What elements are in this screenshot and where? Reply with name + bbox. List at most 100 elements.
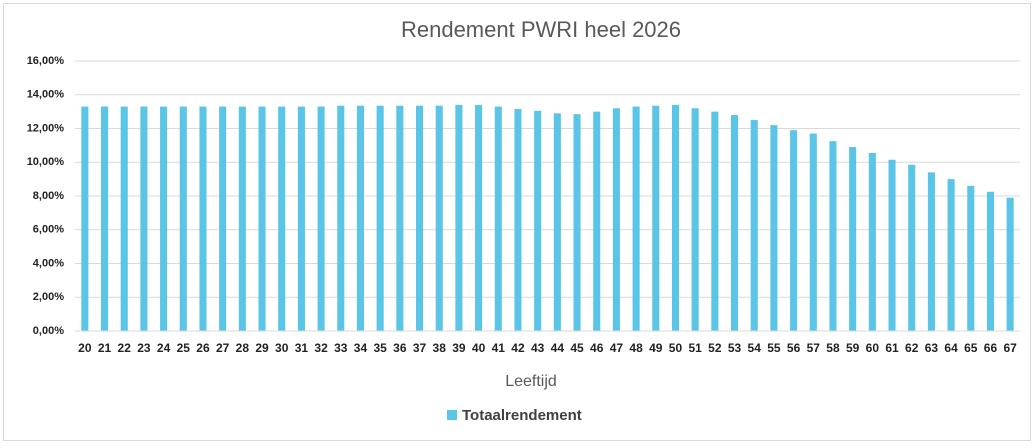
y-tick-label: 2,00%: [33, 291, 64, 303]
bar: [494, 106, 502, 331]
bar: [671, 104, 680, 331]
bar: [219, 106, 227, 331]
x-tick-label: 27: [216, 341, 230, 355]
bar: [278, 106, 286, 331]
x-tick-label: 64: [944, 341, 958, 355]
x-tick-label: 20: [78, 341, 92, 355]
y-tick-label: 10,00%: [27, 156, 65, 168]
x-tick-label: 47: [610, 341, 624, 355]
x-tick-label: 41: [492, 341, 506, 355]
bar: [534, 110, 542, 331]
bar: [415, 105, 424, 331]
y-tick-label: 12,00%: [27, 122, 65, 134]
x-tick-label: 62: [905, 341, 919, 355]
x-tick-label: 54: [748, 341, 762, 355]
x-tick-label: 53: [728, 341, 742, 355]
bar: [81, 106, 89, 331]
bar: [770, 125, 778, 331]
y-tick-label: 0,00%: [33, 325, 64, 337]
x-tick-label: 63: [925, 341, 939, 355]
bar: [790, 130, 798, 331]
bar: [573, 114, 581, 331]
bar: [593, 111, 601, 331]
x-axis-label: Leeftijd: [505, 373, 557, 390]
bar: [475, 104, 483, 331]
y-tick-label: 6,00%: [33, 224, 64, 236]
x-tick-label: 50: [669, 341, 683, 355]
x-tick-label: 52: [708, 341, 722, 355]
bar: [986, 191, 995, 331]
bar: [160, 106, 168, 331]
bar: [849, 147, 857, 331]
bar: [120, 106, 128, 331]
bar: [691, 108, 699, 331]
legend-label: Totaalrendement: [462, 407, 582, 424]
y-tick-label: 16,00%: [27, 55, 65, 67]
bar: [317, 106, 325, 331]
x-tick-label: 25: [177, 341, 191, 355]
x-tick-label: 66: [984, 341, 998, 355]
bar: [927, 172, 935, 331]
x-tick-label: 29: [255, 341, 269, 355]
bar: [356, 105, 365, 331]
bar: [100, 106, 109, 331]
bar: [553, 113, 561, 331]
x-tick-label: 35: [373, 341, 387, 355]
x-tick-label: 30: [275, 341, 289, 355]
x-tick-label: 57: [807, 341, 821, 355]
bar: [199, 106, 207, 331]
x-tick-label: 56: [787, 341, 801, 355]
x-tick-label: 36: [393, 341, 407, 355]
x-tick-label: 59: [846, 341, 860, 355]
bar: [514, 109, 522, 331]
x-tick-label: 65: [964, 341, 978, 355]
bar: [947, 179, 955, 331]
x-tick-label: 61: [885, 341, 899, 355]
bar: [632, 106, 640, 331]
x-tick-label: 24: [157, 341, 171, 355]
x-tick-label: 34: [354, 341, 368, 355]
bar: [337, 105, 345, 331]
x-tick-label: 42: [511, 341, 525, 355]
bar: [908, 164, 916, 331]
x-tick-label: 40: [472, 341, 486, 355]
x-tick-label: 55: [767, 341, 781, 355]
x-tick-label: 33: [334, 341, 348, 355]
bar: [750, 120, 758, 331]
x-tick-label: 23: [137, 341, 151, 355]
bar: [435, 105, 443, 331]
x-tick-label: 28: [236, 341, 250, 355]
bar: [140, 106, 148, 331]
bar: [809, 133, 817, 331]
x-tick-label: 32: [314, 341, 328, 355]
x-tick-label: 31: [295, 341, 309, 355]
bar: [612, 108, 620, 331]
x-tick-label: 39: [452, 341, 466, 355]
bar: [455, 104, 463, 331]
x-tick-label: 48: [629, 341, 643, 355]
x-tick-label: 38: [433, 341, 447, 355]
bar: [888, 159, 896, 331]
bar: [179, 106, 187, 331]
y-tick-label: 4,00%: [33, 257, 64, 269]
x-tick-label: 49: [649, 341, 663, 355]
x-tick-label: 46: [590, 341, 604, 355]
x-tick-label: 60: [866, 341, 880, 355]
x-tick-label: 67: [1003, 341, 1017, 355]
bar: [258, 106, 266, 331]
x-tick-label: 26: [196, 341, 210, 355]
x-tick-label: 44: [551, 341, 565, 355]
x-tick-label: 37: [413, 341, 427, 355]
chart-title: Rendement PWRI heel 2026: [401, 17, 681, 42]
y-tick-label: 8,00%: [33, 190, 64, 202]
bar: [868, 152, 876, 331]
x-tick-label: 58: [826, 341, 840, 355]
y-tick-label: 14,00%: [27, 89, 65, 101]
x-tick-label: 51: [688, 341, 702, 355]
bar: [1006, 197, 1014, 331]
legend-swatch: [447, 410, 457, 420]
bar: [297, 106, 305, 331]
bar: [396, 105, 404, 331]
